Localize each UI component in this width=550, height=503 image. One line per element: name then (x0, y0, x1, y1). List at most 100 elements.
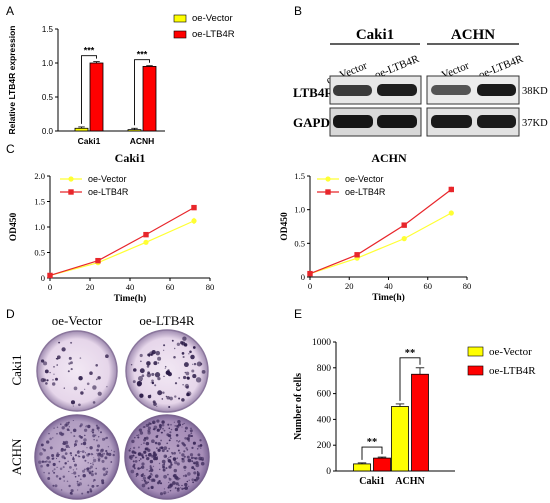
legend-label: oe-Vector (88, 174, 127, 184)
legend-marker (68, 189, 74, 195)
colony-dot (181, 459, 185, 463)
colony-dot (175, 433, 179, 437)
x-tick-label: 80 (206, 282, 215, 292)
y-tick-label: 1.0 (42, 59, 54, 68)
blot-band (333, 115, 373, 128)
colony-dot (176, 424, 179, 428)
colony-dot (193, 478, 197, 482)
colony-dot (86, 467, 90, 471)
colony-dot (173, 356, 176, 359)
colony-dot (190, 456, 194, 460)
colony-dot (89, 371, 93, 375)
x-axis-title: Time(h) (114, 293, 147, 304)
colony-dot (72, 405, 74, 407)
colony-dot (92, 434, 96, 438)
colony-dot (186, 480, 189, 483)
data-point (95, 257, 101, 264)
colony-dot (167, 458, 171, 463)
legend-label: oe-Vector (192, 13, 233, 24)
blot-cell-line-achn: ACHN (451, 27, 495, 43)
colony-dot (163, 375, 165, 378)
colony-dot (168, 405, 171, 409)
data-point (143, 231, 149, 238)
colony-dot (182, 355, 185, 359)
data-point (47, 272, 53, 279)
colony-dot (91, 431, 95, 434)
colony-dot (185, 447, 188, 450)
colony-dot (153, 456, 156, 458)
colony-dot (157, 390, 163, 396)
colony-dot (48, 460, 51, 464)
colony-dot (146, 361, 151, 366)
colony-dot (76, 489, 79, 491)
colony-dot (157, 356, 162, 361)
colony-dot (70, 368, 73, 371)
legend-marker (325, 176, 331, 182)
colony-dot (166, 473, 169, 476)
colony-dot (97, 391, 102, 396)
colony-dot (184, 474, 188, 478)
colony-dot (157, 362, 160, 364)
colony-dot (174, 382, 178, 385)
legend-label: oe-LTB4R (192, 29, 235, 40)
colony-dot (174, 395, 177, 398)
colony-dot (150, 485, 154, 490)
colony-dot (184, 430, 187, 433)
colony-dot (187, 434, 191, 438)
colony-dot (187, 458, 192, 463)
colony-dot (176, 488, 180, 492)
x-tick-label: 20 (86, 282, 95, 292)
colony-dot (161, 459, 166, 464)
colony-dot (165, 395, 168, 398)
colony-dot (41, 460, 45, 464)
colony-dot (149, 465, 152, 468)
colony-dot (191, 466, 195, 470)
colony-dot (149, 351, 154, 357)
colony-dot (173, 458, 176, 462)
colony-dot (80, 451, 82, 453)
colony-dot (191, 446, 194, 450)
colony-dot (70, 361, 73, 365)
colony-dot (175, 476, 180, 481)
legend-label: oe-LTB4R (88, 187, 129, 197)
colony-dot (70, 454, 73, 457)
colony-dot (183, 465, 187, 469)
colony-dot (182, 475, 185, 477)
colony-dot (186, 455, 190, 459)
colony-dot (180, 487, 182, 489)
colony-dot (111, 449, 112, 451)
colony-dot (87, 462, 89, 464)
colony-dot (133, 467, 136, 470)
colony-dot (169, 396, 173, 401)
colony-dot (161, 423, 165, 427)
colony-dot (181, 453, 185, 457)
colony-dot (168, 456, 170, 459)
colony-dot (132, 464, 136, 468)
colony-dot (162, 391, 165, 394)
colony-dot (141, 483, 146, 488)
colony-dot (84, 459, 87, 462)
blot-protein-ltb4r: LTB4R (293, 85, 334, 100)
colony-dot (184, 469, 186, 471)
colony-dot (163, 429, 166, 432)
colony-dot (199, 439, 202, 442)
colony-dot (103, 452, 106, 455)
colony-dot (183, 450, 186, 453)
colony-dot (168, 447, 171, 450)
colony-dot (130, 469, 135, 474)
colony-dot (179, 452, 181, 454)
colony-dot (152, 478, 156, 482)
colony-dot (144, 481, 148, 485)
colony-dot (132, 454, 135, 457)
colony-dot (192, 481, 195, 484)
legend-label: oe-LTB4R (345, 187, 386, 197)
colony-dot (79, 425, 82, 428)
colony-dot (170, 423, 172, 426)
colony-dot (74, 439, 78, 443)
colony-dot (74, 454, 78, 457)
colony-dot (149, 479, 151, 481)
panel-label-c: C (6, 142, 15, 156)
colony-dot (163, 454, 168, 459)
y-axis-title: Relative LTB4R expression (7, 26, 17, 135)
colony-dot (162, 465, 165, 469)
